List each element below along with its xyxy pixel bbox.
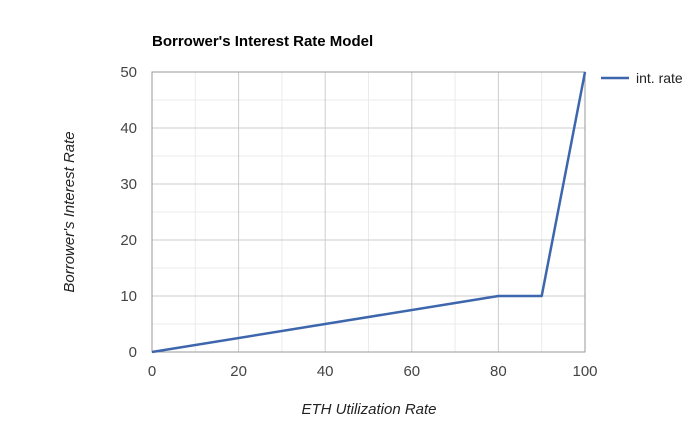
series-line-0: [151, 71, 587, 354]
y-tick-label: 50: [120, 64, 137, 81]
plot-frame: [151, 71, 586, 353]
y-axis-label: Borrower's Interest Rate: [61, 131, 78, 292]
axis-ticks: 0 20 40 60 80 100 0 10 20 30 40 50: [120, 64, 597, 380]
x-axis-label: ETH Utilization Rate: [301, 401, 436, 418]
x-tick-label: 80: [490, 363, 507, 380]
x-tick-label: 40: [317, 363, 334, 380]
y-tick-label: 0: [129, 344, 137, 361]
y-tick-label: 20: [120, 232, 137, 249]
x-tick-label: 0: [148, 363, 156, 380]
y-tick-label: 30: [120, 176, 137, 193]
series-layer: [151, 71, 587, 354]
x-tick-label: 20: [230, 363, 247, 380]
y-tick-label: 10: [120, 288, 137, 305]
chart-title: Borrower's Interest Rate Model: [152, 33, 373, 50]
grid: [151, 71, 586, 353]
legend: int. rate: [601, 70, 683, 86]
y-tick-label: 40: [120, 120, 137, 137]
legend-label: int. rate: [636, 70, 683, 86]
x-tick-label: 100: [572, 363, 597, 380]
x-tick-label: 60: [403, 363, 420, 380]
